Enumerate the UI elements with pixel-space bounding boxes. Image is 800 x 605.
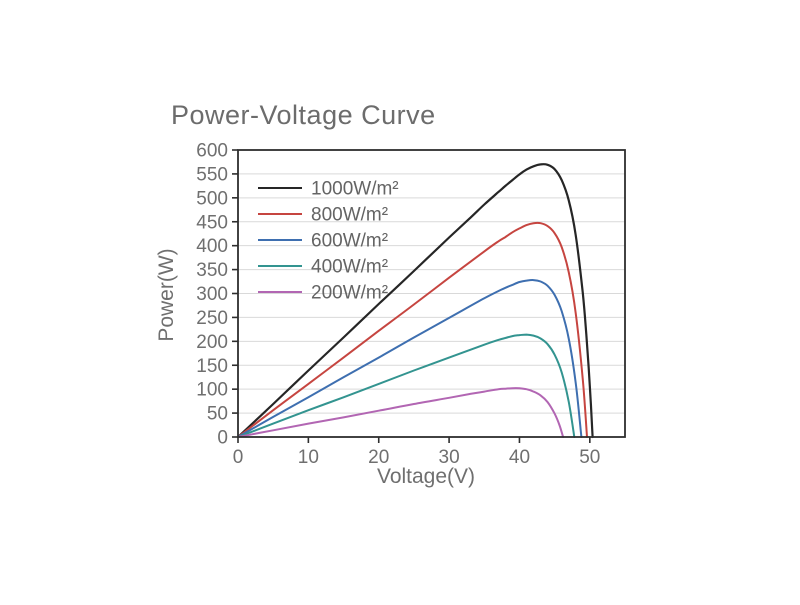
legend-label-600Wm: 600W/m² — [311, 231, 388, 252]
curve-200Wm — [237, 387, 565, 438]
curve-800Wm — [237, 221, 588, 438]
curve-600Wm — [237, 279, 583, 438]
x-tick-label-20: 20 — [368, 447, 389, 468]
y-tick-label-150: 150 — [196, 356, 228, 377]
y-tick-label-300: 300 — [196, 284, 228, 305]
x-tick-label-50: 50 — [579, 447, 600, 468]
y-tick-label-550: 550 — [196, 164, 228, 185]
x-tick-label-40: 40 — [509, 447, 530, 468]
y-tick-label-200: 200 — [196, 332, 228, 353]
y-tick-label-100: 100 — [196, 380, 228, 401]
legend-label-1000Wm: 1000W/m² — [311, 179, 399, 200]
legend-label-400Wm: 400W/m² — [311, 257, 388, 278]
x-tick-label-0: 0 — [233, 447, 244, 468]
x-tick-label-10: 10 — [298, 447, 319, 468]
chart-title: Power-Voltage Curve — [171, 100, 436, 130]
y-tick-label-50: 50 — [207, 404, 228, 425]
y-tick-label-450: 450 — [196, 212, 228, 233]
y-tick-label-0: 0 — [217, 428, 228, 449]
y-tick-label-500: 500 — [196, 188, 228, 209]
y-tick-label-600: 600 — [196, 141, 228, 162]
y-tick-label-350: 350 — [196, 260, 228, 281]
legend-label-800Wm: 800W/m² — [311, 205, 388, 226]
y-tick-label-400: 400 — [196, 236, 228, 257]
y-axis-label: Power(W) — [155, 248, 178, 342]
curve-1000Wm — [236, 163, 594, 439]
curve-400Wm — [237, 333, 576, 438]
y-tick-label-250: 250 — [196, 308, 228, 329]
legend-label-200Wm: 200W/m² — [311, 283, 388, 304]
x-axis-label: Voltage(V) — [376, 465, 476, 488]
x-tick-label-30: 30 — [439, 447, 460, 468]
